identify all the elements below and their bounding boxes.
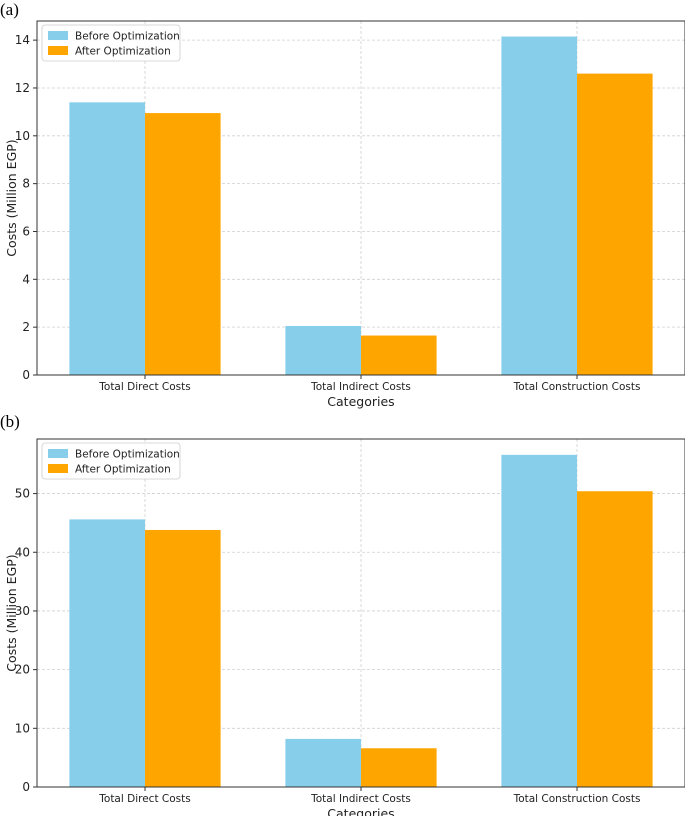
y-tick-label: 6 bbox=[22, 224, 30, 238]
plot-frame bbox=[36, 20, 685, 376]
y-tick-label: 10 bbox=[15, 721, 30, 735]
x-tick-label: Total Construction Costs bbox=[513, 381, 641, 393]
bar bbox=[577, 73, 653, 376]
y-tick-label: 40 bbox=[15, 545, 30, 559]
chart-panel-b: (b) 0 10 20 30 40 50 Total Direct Costs Total I… bbox=[0, 412, 685, 816]
panel-label: (a) bbox=[0, 0, 19, 19]
x-tick-label: Total Indirect Costs bbox=[310, 793, 411, 805]
y-tick-label: 10 bbox=[15, 129, 30, 143]
bar bbox=[501, 36, 577, 375]
y-tick-label: 8 bbox=[22, 177, 30, 191]
legend-box bbox=[41, 442, 181, 480]
x-tick-label: Total Construction Costs bbox=[513, 793, 641, 805]
bar bbox=[285, 325, 361, 375]
chart-panel-a: (a) 0 2 4 6 8 10 12 14 Total Direct Costs Total I… bbox=[0, 0, 685, 409]
bar bbox=[577, 491, 653, 787]
y-axis-title: Costs (Million EGP) bbox=[4, 554, 19, 671]
legend-box bbox=[41, 24, 181, 62]
legend-swatch bbox=[48, 31, 68, 40]
bar bbox=[361, 335, 437, 375]
bar bbox=[501, 454, 577, 787]
x-tick-label: Total Direct Costs bbox=[98, 793, 190, 805]
y-tick-label: 20 bbox=[15, 663, 30, 677]
y-tick-label: 30 bbox=[15, 604, 30, 618]
bar bbox=[361, 748, 437, 787]
legend-label: Before Optimization bbox=[75, 449, 180, 461]
y-tick-label: 0 bbox=[22, 780, 30, 794]
plot-frame bbox=[36, 438, 685, 788]
y-tick-label: 14 bbox=[15, 33, 30, 47]
bar-chart-b: 0 10 20 30 40 50 Total Direct Costs Total Indir… bbox=[4, 438, 685, 816]
bar bbox=[285, 738, 361, 787]
x-axis-title: Categories bbox=[327, 806, 394, 816]
x-axis-title: Categories bbox=[327, 394, 394, 409]
legend-label: After Optimization bbox=[75, 464, 171, 476]
legend-swatch bbox=[48, 464, 68, 473]
legend-swatch bbox=[48, 46, 68, 55]
bar bbox=[145, 529, 221, 787]
x-tick-label: Total Indirect Costs bbox=[310, 381, 411, 393]
legend-swatch bbox=[48, 449, 68, 458]
y-tick-label: 4 bbox=[22, 272, 30, 286]
y-axis-title: Costs (Million EGP) bbox=[4, 139, 19, 256]
legend-label: After Optimization bbox=[75, 46, 171, 58]
bar bbox=[145, 113, 221, 376]
y-tick-label: 50 bbox=[15, 487, 30, 501]
bar bbox=[69, 102, 145, 375]
bar bbox=[69, 519, 145, 787]
panel-label: (b) bbox=[0, 412, 20, 431]
y-tick-label: 12 bbox=[15, 81, 30, 95]
y-tick-label: 2 bbox=[22, 320, 30, 334]
bar-chart-a: 0 2 4 6 8 10 12 14 Total Direct Costs Total Indir… bbox=[4, 20, 685, 409]
y-tick-label: 0 bbox=[22, 368, 30, 382]
legend-label: Before Optimization bbox=[75, 31, 180, 43]
x-tick-label: Total Direct Costs bbox=[98, 381, 190, 393]
